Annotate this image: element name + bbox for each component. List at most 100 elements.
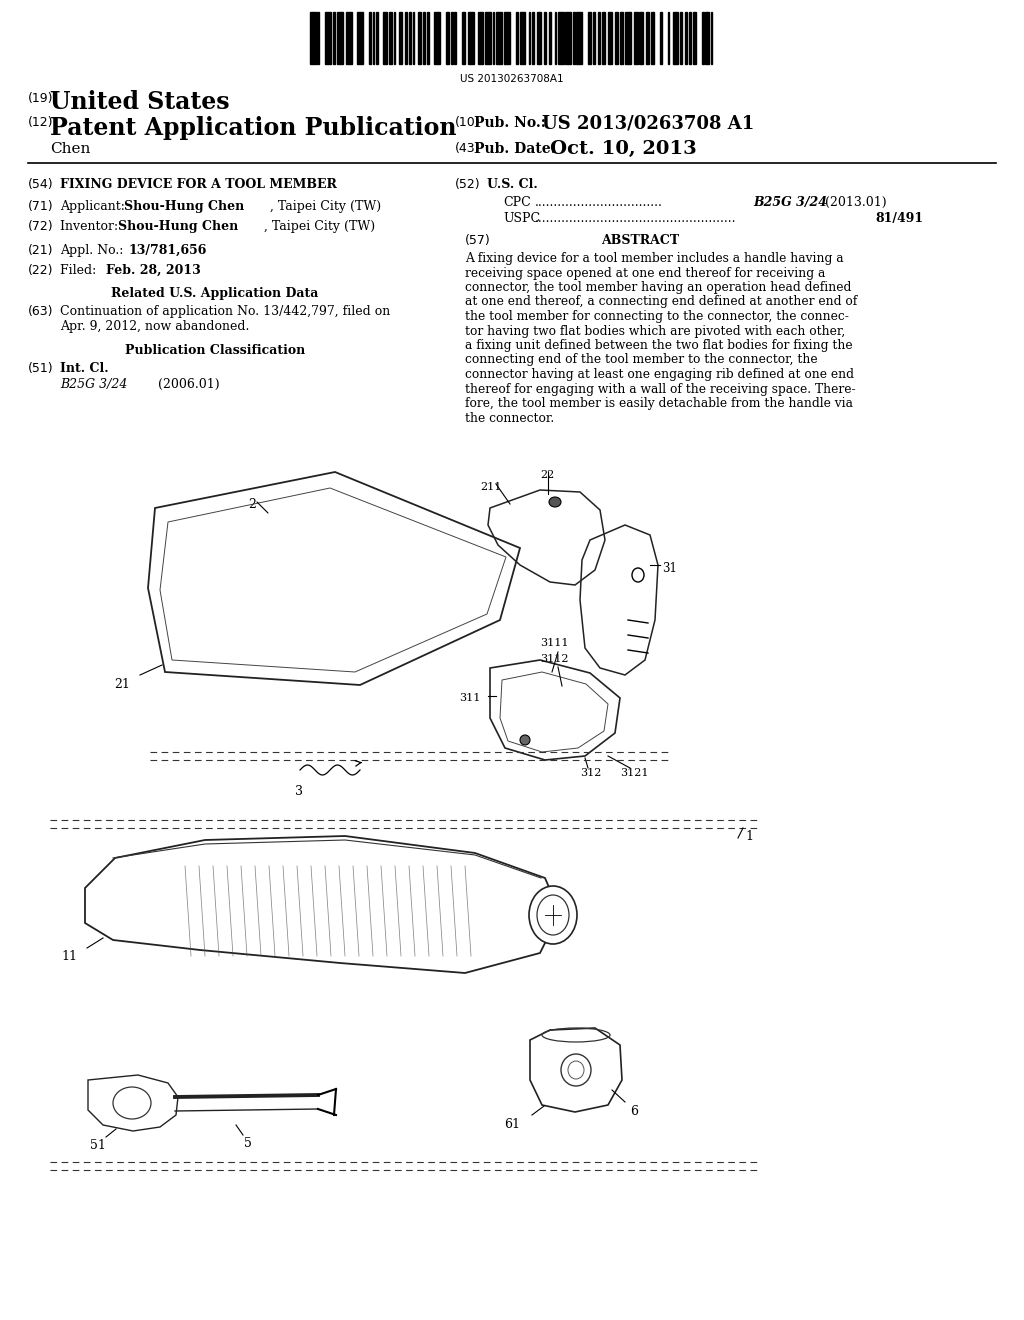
Text: 211: 211 — [480, 482, 502, 492]
Text: Pub. Date:: Pub. Date: — [474, 143, 556, 156]
Bar — [446, 12, 450, 63]
Bar — [558, 12, 563, 63]
Text: 3111: 3111 — [540, 638, 568, 648]
Bar — [620, 12, 624, 63]
Text: ....................................................: ........................................… — [535, 213, 736, 224]
Ellipse shape — [529, 886, 577, 944]
Text: Patent Application Publication: Patent Application Publication — [50, 116, 457, 140]
Text: 5: 5 — [244, 1137, 252, 1150]
Bar — [346, 12, 351, 63]
Bar — [462, 12, 465, 63]
Text: 2: 2 — [248, 498, 256, 511]
Text: .................................: ................................. — [535, 195, 663, 209]
Bar — [680, 12, 682, 63]
Bar — [384, 12, 387, 63]
Bar — [651, 12, 654, 63]
Bar — [711, 12, 713, 63]
Bar — [427, 12, 429, 63]
Text: 21: 21 — [114, 678, 130, 690]
Bar — [593, 12, 595, 63]
Text: 3121: 3121 — [620, 768, 648, 777]
Text: Related U.S. Application Data: Related U.S. Application Data — [112, 286, 318, 300]
Text: 31: 31 — [662, 562, 677, 576]
Text: USPC: USPC — [503, 213, 540, 224]
Text: (12): (12) — [28, 116, 53, 129]
Bar — [660, 12, 662, 63]
Text: a fixing unit defined between the two flat bodies for fixing the: a fixing unit defined between the two fl… — [465, 339, 853, 352]
Text: receiving space opened at one end thereof for receiving a: receiving space opened at one end thereo… — [465, 267, 825, 280]
Text: Shou-Hung Chen: Shou-Hung Chen — [118, 220, 239, 234]
Bar — [532, 12, 534, 63]
Bar — [626, 12, 631, 63]
Bar — [565, 12, 571, 63]
Text: Oct. 10, 2013: Oct. 10, 2013 — [550, 140, 696, 158]
Text: U.S. Cl.: U.S. Cl. — [487, 178, 538, 191]
Bar — [706, 12, 709, 63]
Text: (51): (51) — [28, 362, 53, 375]
Bar — [689, 12, 690, 63]
Bar — [451, 12, 453, 63]
Bar — [588, 12, 592, 63]
Bar — [333, 12, 335, 63]
Text: 312: 312 — [580, 768, 601, 777]
Bar — [598, 12, 600, 63]
Bar — [373, 12, 375, 63]
Bar — [406, 12, 408, 63]
Text: at one end thereof, a connecting end defined at another end of: at one end thereof, a connecting end def… — [465, 296, 857, 309]
Bar — [423, 12, 425, 63]
Text: the connector.: the connector. — [465, 412, 554, 425]
Text: Apr. 9, 2012, now abandoned.: Apr. 9, 2012, now abandoned. — [60, 319, 250, 333]
Text: Chen: Chen — [50, 143, 90, 156]
Bar — [310, 12, 315, 63]
Text: ABSTRACT: ABSTRACT — [601, 234, 679, 247]
Text: 3: 3 — [295, 785, 303, 799]
Text: Inventor:: Inventor: — [60, 220, 122, 234]
Text: CPC: CPC — [503, 195, 530, 209]
Text: (10): (10) — [455, 116, 480, 129]
Bar — [389, 12, 392, 63]
Text: connecting end of the tool member to the connector, the: connecting end of the tool member to the… — [465, 354, 817, 367]
Bar — [394, 12, 395, 63]
Bar — [413, 12, 415, 63]
Bar — [418, 12, 421, 63]
Bar — [685, 12, 687, 63]
Bar — [455, 12, 456, 63]
Ellipse shape — [520, 735, 530, 744]
Bar — [528, 12, 530, 63]
Bar — [519, 12, 525, 63]
Text: 6: 6 — [630, 1105, 638, 1118]
Text: (63): (63) — [28, 305, 53, 318]
Text: thereof for engaging with a wall of the receiving space. There-: thereof for engaging with a wall of the … — [465, 383, 856, 396]
Bar — [646, 12, 649, 63]
Text: Pub. No.:: Pub. No.: — [474, 116, 546, 129]
Text: US 2013/0263708 A1: US 2013/0263708 A1 — [542, 114, 755, 132]
Bar — [398, 12, 402, 63]
Text: A fixing device for a tool member includes a handle having a: A fixing device for a tool member includ… — [465, 252, 844, 265]
Text: 311: 311 — [459, 693, 480, 704]
Bar — [701, 12, 703, 63]
Text: Feb. 28, 2013: Feb. 28, 2013 — [106, 264, 201, 277]
Bar — [572, 12, 574, 63]
Text: 22: 22 — [540, 470, 554, 480]
Bar — [477, 12, 483, 63]
Bar — [485, 12, 490, 63]
Bar — [317, 12, 319, 63]
Text: Appl. No.:: Appl. No.: — [60, 244, 127, 257]
Text: (2006.01): (2006.01) — [158, 378, 219, 391]
Bar — [673, 12, 678, 63]
Bar — [369, 12, 371, 63]
Text: B25G 3/24: B25G 3/24 — [60, 378, 127, 391]
Text: (54): (54) — [28, 178, 53, 191]
Text: connector having at least one engaging rib defined at one end: connector having at least one engaging r… — [465, 368, 854, 381]
Text: (2013.01): (2013.01) — [825, 195, 887, 209]
Bar — [602, 12, 605, 63]
Bar — [434, 12, 440, 63]
Bar — [668, 12, 670, 63]
Text: 51: 51 — [90, 1139, 105, 1152]
Text: (21): (21) — [28, 244, 53, 257]
Bar — [538, 12, 541, 63]
Text: Publication Classification: Publication Classification — [125, 345, 305, 356]
Text: (57): (57) — [465, 234, 490, 247]
Bar — [634, 12, 638, 63]
Bar — [555, 12, 556, 63]
